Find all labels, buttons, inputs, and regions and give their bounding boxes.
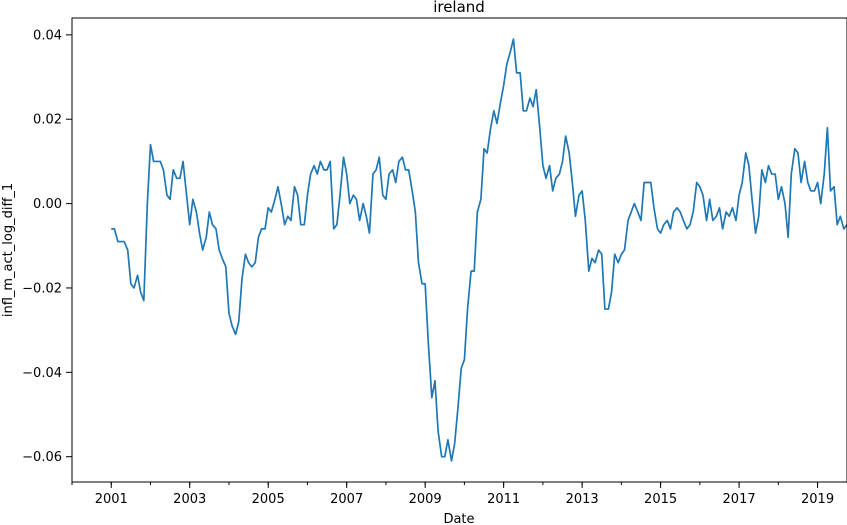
y-tick-label: −0.02 [22, 281, 62, 296]
series-line-0 [111, 38, 847, 462]
x-axis-ticks: 2001 2003 2005 2007 2009 2011 2013 2015 2017 2019 [71, 482, 834, 507]
x-tick-label: 2003 [173, 492, 206, 507]
plot-area [111, 38, 847, 462]
x-tick-label: 2019 [801, 492, 834, 507]
chart-title: ireland [433, 0, 485, 16]
x-tick-label: 2007 [330, 492, 363, 507]
y-tick-label: −0.04 [22, 366, 62, 381]
x-axis-label: Date [443, 512, 474, 525]
plot-frame [71, 17, 847, 483]
x-tick-label: 2017 [723, 492, 756, 507]
y-axis-label: infl_m_act_log_diff_1 [1, 183, 16, 317]
x-tick-label: 2005 [252, 492, 285, 507]
y-tick-label: 0.04 [33, 28, 62, 43]
y-tick-label: 0.00 [33, 197, 62, 212]
x-tick-label: 2015 [644, 492, 677, 507]
x-tick-label: 2013 [566, 492, 599, 507]
x-tick-label: 2009 [409, 492, 442, 507]
x-tick-label: 2001 [95, 492, 128, 507]
y-axis-ticks: 0.04 0.02 0.00 −0.02 −0.04 −0.06 [22, 28, 72, 465]
x-tick-label: 2011 [487, 492, 520, 507]
y-tick-label: −0.06 [22, 450, 62, 465]
y-tick-label: 0.02 [33, 113, 62, 128]
